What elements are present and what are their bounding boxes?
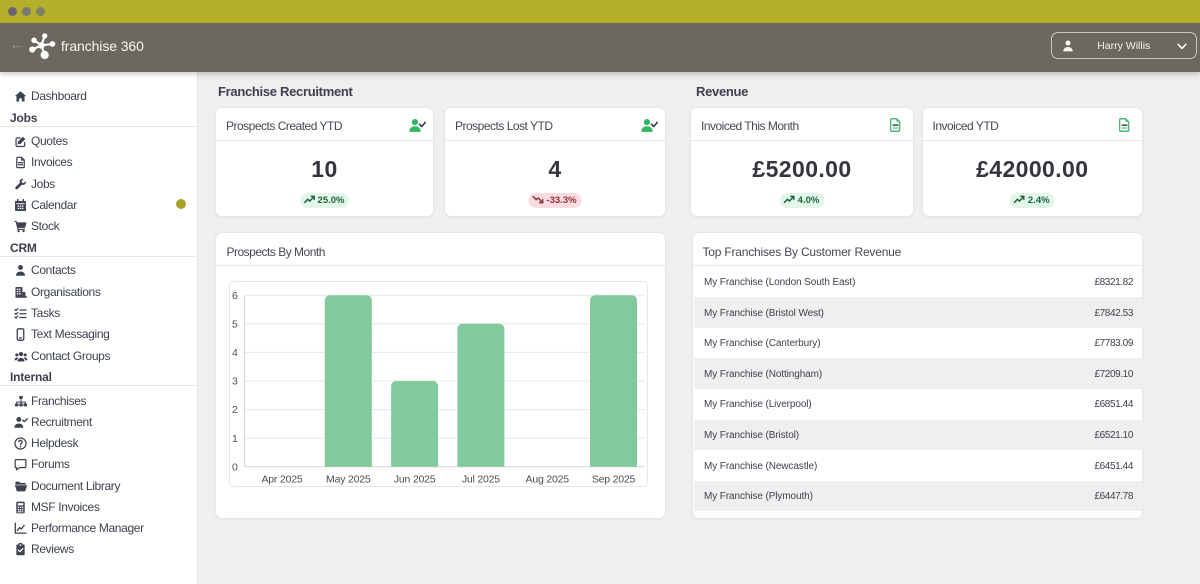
svg-text:6: 6 [232, 290, 238, 302]
svg-text:0: 0 [232, 461, 238, 473]
svg-text:Apr 2025: Apr 2025 [261, 473, 302, 485]
svg-text:4: 4 [232, 347, 238, 359]
svg-text:May 2025: May 2025 [326, 473, 371, 485]
svg-text:Jun 2025: Jun 2025 [394, 473, 436, 485]
svg-text:5: 5 [232, 318, 238, 330]
svg-text:Sep 2025: Sep 2025 [592, 473, 636, 485]
svg-text:3: 3 [232, 376, 238, 388]
svg-text:1: 1 [232, 433, 238, 445]
svg-text:2: 2 [232, 404, 238, 416]
svg-text:Jul 2025: Jul 2025 [462, 473, 500, 485]
svg-text:Aug 2025: Aug 2025 [526, 473, 570, 485]
